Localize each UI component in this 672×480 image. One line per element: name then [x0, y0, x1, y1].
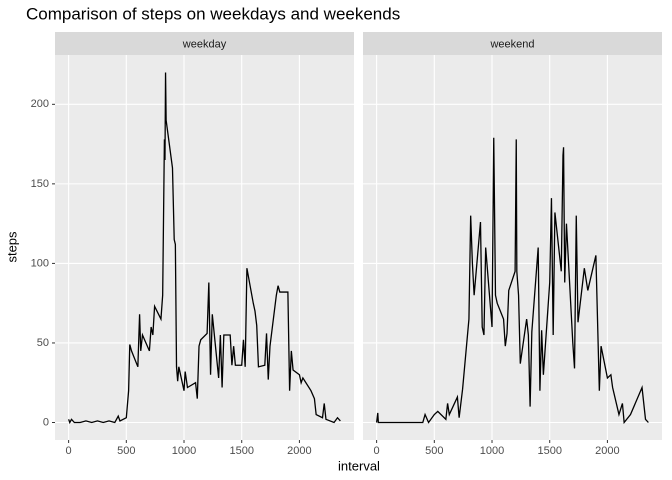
strip: [55, 32, 354, 55]
line: [375, 137, 649, 425]
y-tick-label: 200: [31, 98, 49, 110]
x-tick-label: 0: [66, 445, 72, 457]
y-tick-label: 50: [37, 337, 49, 349]
x-tick-label: 1500: [229, 445, 253, 457]
strip: [363, 32, 662, 55]
strip-label: weekday: [182, 38, 227, 50]
line: [68, 72, 341, 425]
panel: [55, 55, 354, 440]
x-tick-label: 500: [425, 445, 443, 457]
x-tick-label: 2000: [287, 445, 311, 457]
x-tick-label: 2000: [595, 445, 619, 457]
x-tick-label: 1000: [172, 445, 196, 457]
y-tick-label: 150: [31, 178, 49, 190]
x-tick-label: 1000: [480, 445, 504, 457]
x-axis-title: interval: [338, 458, 380, 473]
strip-label: weekend: [489, 38, 534, 50]
chart-title: Comparison of steps on weekdays and week…: [26, 4, 400, 23]
x-tick-label: 0: [374, 445, 380, 457]
x-tick-label: 500: [117, 445, 135, 457]
y-tick-label: 100: [31, 257, 49, 269]
y-axis-title: steps: [4, 231, 19, 263]
x-tick-label: 1500: [537, 445, 561, 457]
panel: [363, 55, 662, 440]
y-tick-label: 0: [43, 416, 49, 428]
